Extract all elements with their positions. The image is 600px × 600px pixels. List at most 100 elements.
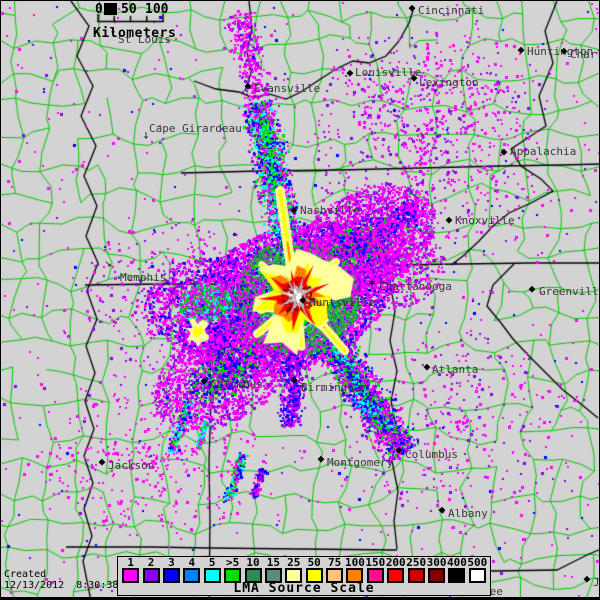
city-marker-icon: ↘: [104, 259, 112, 270]
city-marker-icon: ◆: [423, 362, 431, 373]
created-line2: 12/13/2012 8:30:38: [4, 580, 119, 591]
legend-swatch: [142, 568, 160, 583]
city-marker-icon: ◆: [438, 505, 446, 516]
legend-entry-label: 100: [345, 556, 365, 569]
legend-swatch: [448, 568, 466, 583]
city-marker-icon: ◆: [408, 3, 416, 14]
city-marker-icon: ◆: [299, 295, 307, 306]
legend-entry: 250: [406, 557, 426, 583]
legend-swatch: [162, 568, 180, 583]
city-marker-icon: ◆: [395, 445, 403, 456]
city-label: Knoxville: [455, 214, 515, 227]
legend-entry-label: 10: [246, 556, 260, 569]
legend-entry-label: 15: [266, 556, 281, 569]
scale-bar-unit-label: Kilometers: [93, 26, 177, 41]
legend-entry-label: 25: [287, 556, 301, 569]
city-marker-icon: ◆: [560, 46, 568, 57]
legend-swatch: [346, 568, 364, 583]
city-marker-icon: ◆: [290, 375, 298, 386]
city-marker-icon: ◆: [445, 215, 453, 226]
city-label: Memphis: [120, 271, 167, 284]
legend-entry: 1: [120, 557, 140, 583]
city-label: Cape Girardeau: [149, 122, 242, 135]
legend-swatch: [285, 568, 303, 583]
city-marker-icon: ✶: [367, 276, 377, 290]
legend-entry: 400: [447, 557, 467, 583]
legend-entry: 500: [467, 557, 487, 583]
city-marker-icon: ◆: [200, 376, 208, 387]
legend-entry: >5: [222, 557, 242, 583]
legend-entry-label: 1: [127, 556, 134, 569]
city-label: Huntington: [527, 45, 594, 58]
legend-entry: 50: [304, 557, 324, 583]
city-label: Louisville: [355, 66, 422, 79]
legend-entry: 150: [365, 557, 385, 583]
city-label: Lexington: [419, 76, 479, 89]
legend-entry: 300: [426, 557, 446, 583]
city-label: Appalachia: [510, 145, 577, 158]
legend-entry-label: 400: [446, 556, 467, 569]
legend-title: LMA Source Scale: [233, 581, 375, 596]
city-label: Huntsville: [309, 296, 376, 309]
legend-entry-label: 50: [307, 556, 321, 569]
city-label: Cincinnati: [418, 4, 485, 17]
city-label: Greenville: [539, 285, 600, 298]
city-label: Montgomery: [327, 456, 394, 469]
legend-entry-label: 5: [208, 556, 216, 569]
legend-entry: 15: [263, 557, 283, 583]
city-marker-icon: ◆: [290, 205, 298, 216]
scale-bar-label-100: 100: [145, 2, 169, 17]
legend-entry: 75: [324, 557, 344, 583]
lma-source-scale-legend: 1 2 3 4 5 >5 10 15 25 50 75 100 150 200 250 300 400 500 L…: [117, 556, 491, 596]
legend-swatch: [244, 568, 262, 583]
window-bottom-border: [1, 597, 599, 599]
city-marker-icon: ↓: [142, 131, 150, 142]
legend-entry-label: 300: [426, 556, 447, 569]
city-label: Atlanta: [432, 363, 479, 376]
legend-entry: 3: [161, 557, 181, 583]
legend-entry-label: 2: [147, 556, 155, 569]
legend-swatch: [224, 568, 242, 583]
city-marker-icon: ◆: [410, 73, 418, 84]
city-marker-icon: ◆: [500, 147, 508, 158]
legend-entry-label: 75: [327, 556, 342, 569]
city-label: Birmingham: [301, 381, 368, 394]
city-label: Evansville: [254, 82, 321, 95]
legend-swatch: [407, 568, 425, 583]
city-label: St Louis: [118, 33, 171, 46]
city-marker-icon: ◆: [98, 457, 106, 468]
city-marker-icon: ◆: [583, 574, 591, 585]
legend-entry-label: 150: [365, 556, 386, 569]
legend-swatch: [305, 568, 323, 583]
city-label: Albany: [448, 507, 488, 520]
city-label: Nashville: [300, 204, 360, 217]
city-marker-icon: ◆: [346, 68, 354, 79]
legend-swatch: [122, 568, 140, 583]
legend-swatch-row: 1 2 3 4 5 >5 10 15 25 50 75 100 150 200 250 300 400 500: [118, 557, 490, 583]
city-label: Columbus: [405, 448, 458, 461]
city-marker-icon: ◆: [317, 454, 325, 465]
legend-entry: 25: [284, 557, 304, 583]
city-marker-icon: ◆: [528, 284, 536, 295]
city-label: Jackson: [108, 459, 155, 472]
city-marker-icon: ↓: [109, 26, 117, 37]
legend-entry: 200: [386, 557, 406, 583]
legend-swatch: [203, 568, 221, 583]
legend-swatch: [468, 568, 486, 583]
legend-swatch: [183, 568, 201, 583]
legend-entry: 5: [202, 557, 222, 583]
city-label: Chattanooga: [379, 280, 452, 293]
legend-entry-label: 200: [385, 556, 406, 569]
legend-entry: 100: [345, 557, 365, 583]
legend-entry-label: 250: [406, 556, 427, 569]
city-label: Ja: [593, 576, 600, 589]
legend-swatch: [264, 568, 282, 583]
legend-entry-label: 4: [188, 556, 196, 569]
city-label: Columbus: [210, 378, 263, 391]
legend-swatch: [387, 568, 405, 583]
created-line1: Created: [4, 569, 47, 580]
legend-swatch: [326, 568, 344, 583]
scale-bar-label-0: 0: [95, 2, 103, 17]
